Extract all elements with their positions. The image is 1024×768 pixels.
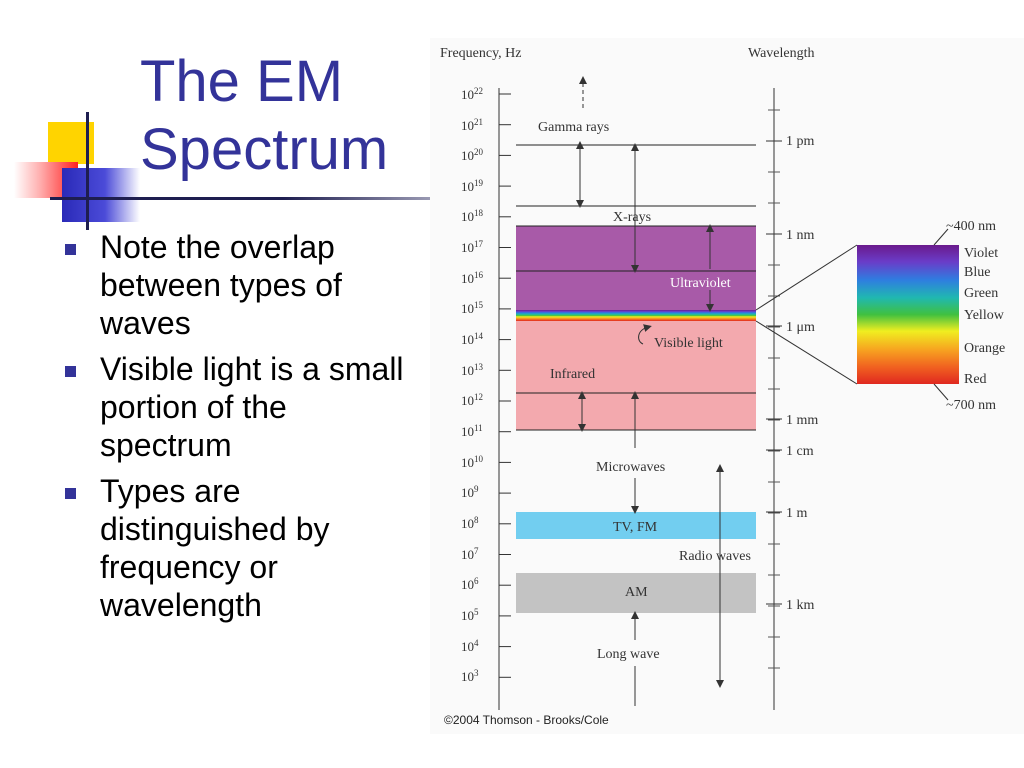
frequency-tick-label: 1016 (461, 270, 484, 286)
bullet-text: Note the overlap between types of waves (100, 229, 342, 341)
frequency-tick-label: 1011 (461, 423, 483, 439)
bullet-list: Note the overlap between types of waves … (62, 228, 422, 632)
bullet-square-icon (65, 366, 76, 377)
wavelength-label: 1 μm (786, 320, 815, 335)
frequency-tick-label: 1014 (461, 331, 484, 347)
bullet-text: Visible light is a small portion of the … (100, 351, 404, 463)
infrared-label: Infrared (550, 367, 595, 382)
bullet-square-icon (65, 488, 76, 499)
wavelength-label: 1 nm (786, 228, 815, 243)
frequency-tick-label: 108 (461, 515, 479, 531)
red-label: Red (964, 372, 987, 387)
title-line: The EM (140, 49, 344, 114)
yellow-label: Yellow (964, 308, 1005, 323)
zoom-line-top (755, 244, 858, 311)
bullet-item: Types are distinguished by frequency or … (62, 472, 422, 624)
visible-light-band (516, 310, 756, 321)
title-line: Spectrum (140, 117, 389, 182)
radio-waves-label: Radio waves (679, 549, 751, 564)
wavelength-label: 1 m (786, 506, 808, 521)
wavelength-label: 1 pm (786, 134, 815, 149)
orange-label: Orange (964, 341, 1005, 356)
frequency-tick-label: 1022 (461, 86, 483, 102)
gamma-rays-label: Gamma rays (538, 120, 609, 135)
long-wave-label: Long wave (597, 647, 660, 662)
decor-blue-gradient (62, 168, 140, 222)
blue-label: Blue (964, 265, 990, 280)
wavelength-heading: Wavelength (748, 46, 815, 61)
frequency-tick-label: 107 (461, 546, 479, 562)
400nm-label: ~400 nm (946, 219, 996, 234)
frequency-tick-label: 1010 (461, 454, 484, 470)
frequency-tick-label: 104 (461, 638, 479, 654)
visible-spectrum-strip (857, 245, 959, 384)
visible-light-pointer (638, 324, 652, 345)
wavelength-major-ticks (766, 140, 782, 605)
frequency-ticks (499, 93, 511, 678)
frequency-tick-label: 1013 (461, 362, 484, 378)
frequency-tick-labels: 1022 1021 1020 1019 1018 1017 1016 1015 … (461, 86, 484, 684)
frequency-tick-label: 1020 (461, 147, 484, 163)
frequency-tick-label: 1012 (461, 392, 483, 408)
xrays-label: X-rays (613, 210, 651, 225)
frequency-tick-label: 1015 (461, 300, 484, 316)
decor-vertical-line (86, 112, 89, 230)
ultraviolet-label: Ultraviolet (670, 276, 731, 291)
wavelength-label: 1 mm (786, 413, 818, 428)
bullet-text: Types are distinguished by frequency or … (100, 473, 330, 623)
bullet-square-icon (65, 244, 76, 255)
frequency-tick-label: 105 (461, 607, 479, 623)
frequency-heading: Frequency, Hz (440, 46, 522, 61)
bullet-item: Note the overlap between types of waves (62, 228, 422, 342)
slide-title: The EM Spectrum (140, 48, 430, 184)
frequency-tick-label: 109 (461, 484, 479, 500)
700nm-label: ~700 nm (946, 398, 996, 413)
bullet-item: Visible light is a small portion of the … (62, 350, 422, 464)
microwaves-label: Microwaves (596, 460, 665, 475)
copyright-credit: ©2004 Thomson - Brooks/Cole (444, 713, 609, 727)
frequency-tick-label: 1019 (461, 178, 484, 194)
frequency-tick-label: 103 (461, 668, 479, 684)
ultraviolet-band (516, 226, 756, 311)
wavelength-label: 1 km (786, 598, 815, 613)
violet-label: Violet (964, 246, 998, 261)
400nm-leader (933, 228, 949, 246)
frequency-tick-label: 1017 (461, 239, 484, 255)
em-spectrum-figure: Frequency, Hz Wavelength 1022 1021 1020 … (430, 38, 1024, 734)
title-underline (50, 197, 438, 200)
700nm-leader (933, 383, 949, 401)
green-label: Green (964, 286, 998, 301)
am-label: AM (625, 585, 648, 600)
infrared-band (516, 320, 756, 430)
zoom-line-bottom (755, 320, 858, 385)
frequency-tick-label: 106 (461, 576, 479, 592)
visible-light-label: Visible light (654, 336, 723, 351)
wavelength-label: 1 cm (786, 444, 814, 459)
frequency-tick-label: 1018 (461, 208, 484, 224)
frequency-tick-label: 1021 (461, 117, 483, 133)
tv-fm-label: TV, FM (613, 520, 658, 535)
